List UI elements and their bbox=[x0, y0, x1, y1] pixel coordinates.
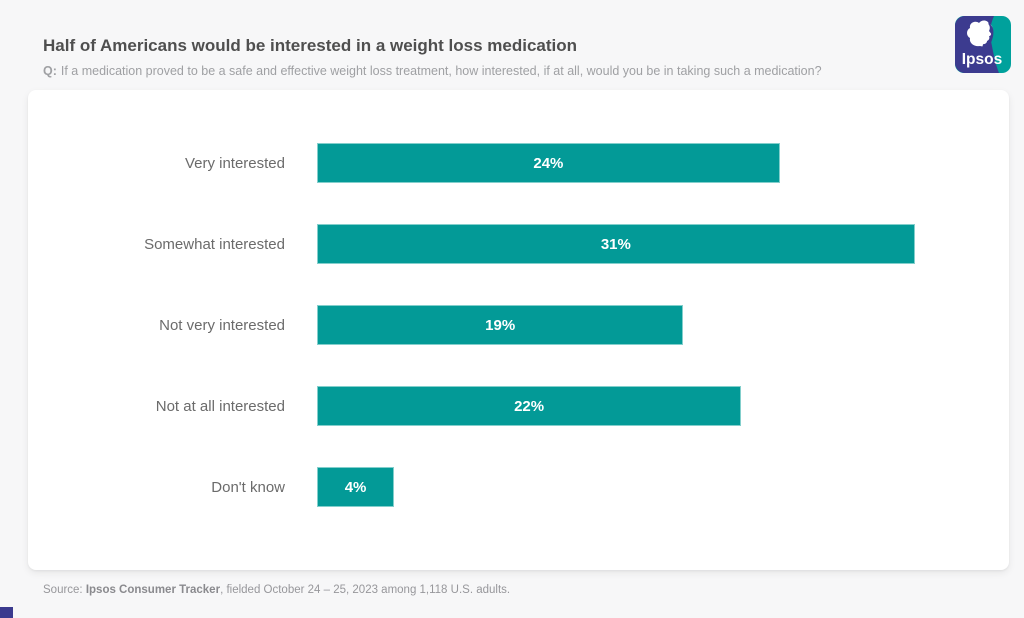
ipsos-logo: Ipsos bbox=[955, 16, 1011, 73]
chart-rows: Very interested 24% Somewhat interested … bbox=[28, 143, 1009, 507]
bar: 24% bbox=[317, 143, 780, 183]
ipsos-logo-text: Ipsos bbox=[962, 51, 1002, 68]
header: Half of Americans would be interested in… bbox=[43, 36, 923, 79]
source-prefix: Source: bbox=[43, 584, 86, 596]
category-label: Not at all interested bbox=[155, 397, 285, 415]
bar-track: 22% bbox=[317, 386, 988, 426]
category-label: Very interested bbox=[184, 154, 285, 172]
source-tracker-name: Ipsos Consumer Tracker bbox=[85, 584, 221, 596]
bar-value-label: 22% bbox=[514, 397, 545, 415]
bar-track: 19% bbox=[317, 305, 988, 345]
bar-value-label: 31% bbox=[600, 235, 631, 253]
page-title: Half of Americans would be interested in… bbox=[43, 36, 578, 55]
bar-row: Somewhat interested 31% bbox=[28, 224, 1009, 264]
bar-track: 31% bbox=[317, 224, 988, 264]
bar: 22% bbox=[317, 386, 742, 426]
bar-value-label: 19% bbox=[485, 316, 516, 334]
bar-row: Not at all interested 22% bbox=[28, 386, 1009, 426]
bar: 19% bbox=[317, 305, 684, 345]
question-subtitle: Q: If a medication proved to be a safe an… bbox=[43, 64, 923, 79]
bar-row: Very interested 24% bbox=[28, 143, 1009, 183]
source-details: , fielded October 24 – 25, 2023 among 1,… bbox=[220, 584, 511, 596]
bar-row: Not very interested 19% bbox=[28, 305, 1009, 345]
bar-value-label: 24% bbox=[533, 154, 564, 172]
chart-panel: Very interested 24% Somewhat interested … bbox=[28, 90, 1009, 570]
question-prefix: Q: bbox=[43, 64, 57, 78]
corner-brand-mark bbox=[0, 607, 13, 618]
bar: 31% bbox=[317, 224, 915, 264]
ipsos-logo-icon: Ipsos bbox=[955, 16, 1011, 73]
bar: 4% bbox=[317, 467, 395, 507]
source-note: Source: Ipsos Consumer Tracker, fielded … bbox=[43, 584, 510, 596]
category-label: Not very interested bbox=[159, 316, 285, 334]
category-label: Don't know bbox=[211, 478, 285, 496]
category-label: Somewhat interested bbox=[144, 235, 285, 253]
bar-value-label: 4% bbox=[344, 478, 367, 496]
bar-track: 24% bbox=[317, 143, 988, 183]
bar-track: 4% bbox=[317, 467, 988, 507]
bar-row: Don't know 4% bbox=[28, 467, 1009, 507]
question-text: If a medication proved to be a safe and … bbox=[60, 64, 822, 78]
